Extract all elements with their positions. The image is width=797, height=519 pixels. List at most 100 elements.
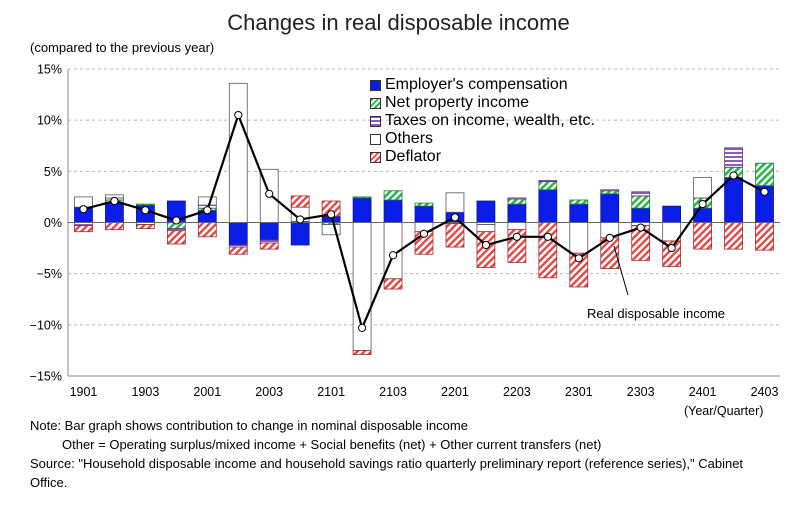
axis-layer (67, 69, 780, 377)
taxes-swatch (370, 115, 381, 127)
x-tick-label: 2401 (689, 385, 717, 399)
line-point (481, 240, 491, 250)
bar-segment-property (631, 195, 651, 209)
legend-item-property: Net property income (370, 94, 595, 112)
bar-segment-deflator (445, 223, 465, 248)
bar-segment-employer (352, 197, 372, 223)
bar-segment-taxes (507, 197, 527, 200)
y-unit-label: (compared to the previous year) (30, 40, 215, 55)
tick-layer: −15% −10% −5% 0% 5% 10% 15% 1901 1903 2001 2003 210… (30, 63, 779, 400)
legend-label-taxes: Taxes on income, wealth, etc. (385, 112, 595, 129)
legend-item-deflator: Deflator (370, 148, 595, 166)
line-point (512, 232, 521, 241)
x-tick-label: 2403 (751, 385, 779, 399)
bar-segment-employer (600, 193, 620, 223)
line-point (543, 232, 552, 241)
line-point (234, 110, 243, 120)
legend-item-taxes: Taxes on income, wealth, etc. (370, 112, 595, 130)
y-tick-label: −10% (30, 318, 62, 332)
bar-segment-deflator (693, 222, 712, 250)
legend-label-property: Net property income (385, 94, 530, 111)
bar-segment-deflator (476, 231, 496, 268)
bar-segment-others (507, 222, 527, 231)
bar-segment-employer (290, 222, 310, 246)
employer-swatch (370, 79, 381, 91)
bar-segment-deflator (290, 195, 310, 208)
line-layer (79, 110, 769, 333)
line-series-label: Real disposable income (587, 306, 726, 321)
line-point (574, 254, 583, 263)
line-point (296, 215, 305, 224)
bar-segment-taxes (600, 189, 620, 192)
bar-segment-employer (631, 207, 651, 223)
line-point (729, 171, 738, 180)
bar-segment-deflator (105, 222, 124, 231)
bar-segment-deflator (538, 222, 558, 279)
bar-segment-others (445, 192, 465, 213)
bar-segment-employer (662, 205, 682, 223)
bar-segment-property (538, 181, 558, 191)
legend-label-deflator: Deflator (385, 148, 442, 165)
bar-segment-deflator (197, 222, 217, 238)
bar-segment-taxes (538, 180, 558, 182)
bar-segment-deflator (136, 224, 155, 230)
line-point (667, 243, 676, 253)
line-point (357, 323, 367, 333)
bar-segment-property (755, 162, 774, 187)
line-point (419, 229, 429, 238)
bar-layer (74, 82, 774, 355)
x-tick-label: 2303 (627, 385, 655, 399)
bar-segment-others (228, 82, 248, 223)
bar-segment-deflator (755, 222, 774, 251)
line-point (79, 205, 88, 214)
bar-segment-others (321, 224, 341, 236)
bar-segment-employer (383, 199, 403, 223)
line-point (605, 233, 614, 242)
bar-segment-employer (507, 203, 527, 223)
x-tick-label: 2203 (503, 385, 531, 399)
bar-segment-property (507, 198, 527, 205)
bar-segment-employer (259, 222, 279, 241)
bar-segment-taxes (724, 147, 743, 168)
legend-label-others: Others (385, 130, 434, 147)
x-tick-label: 1903 (131, 385, 159, 399)
bar-segment-deflator (662, 240, 682, 267)
legend: Employer's compensation Net property inc… (370, 76, 595, 166)
note-contribution: Note: Bar graph shows contribution to ch… (30, 418, 468, 433)
line-point (698, 199, 707, 209)
bar-segment-property (383, 190, 403, 201)
line-point (760, 187, 769, 196)
y-tick-label: −15% (30, 370, 62, 384)
bar-segment-employer (538, 189, 558, 223)
bar-segment-deflator (383, 278, 403, 290)
others-swatch (370, 133, 381, 145)
notes-block: Note: Bar graph shows contribution to ch… (30, 416, 770, 492)
y-tick-label: 10% (37, 114, 62, 128)
line-point (172, 216, 181, 225)
bar-segment-deflator (352, 350, 372, 355)
y-tick-label: 5% (44, 165, 62, 179)
bar-segment-employer (693, 207, 712, 223)
bar-segment-others (693, 177, 712, 199)
bar-segment-employer (414, 205, 434, 223)
x-tick-label: 2301 (565, 385, 593, 399)
bar-segment-others (197, 196, 217, 206)
line-point (388, 251, 398, 260)
line-point (141, 206, 150, 215)
bar-segment-others (476, 224, 496, 233)
line-point (203, 206, 212, 215)
x-tick-label: 2003 (255, 385, 283, 399)
line-point (450, 213, 460, 222)
bar-segment-property (136, 203, 155, 206)
x-tick-label: 2103 (379, 385, 407, 399)
bar-segment-deflator (228, 246, 248, 255)
note-others-definition: Other = Operating surplus/mixed income +… (62, 437, 602, 452)
legend-item-others: Others (370, 130, 595, 148)
bar-segment-deflator (724, 222, 743, 250)
bar-segment-deflator (259, 242, 279, 250)
line-point (327, 210, 336, 219)
bar-segment-others (569, 222, 589, 254)
deflator-swatch (370, 151, 381, 163)
note-source: Source: "Household disposable income and… (30, 456, 744, 490)
line-point (110, 196, 119, 206)
